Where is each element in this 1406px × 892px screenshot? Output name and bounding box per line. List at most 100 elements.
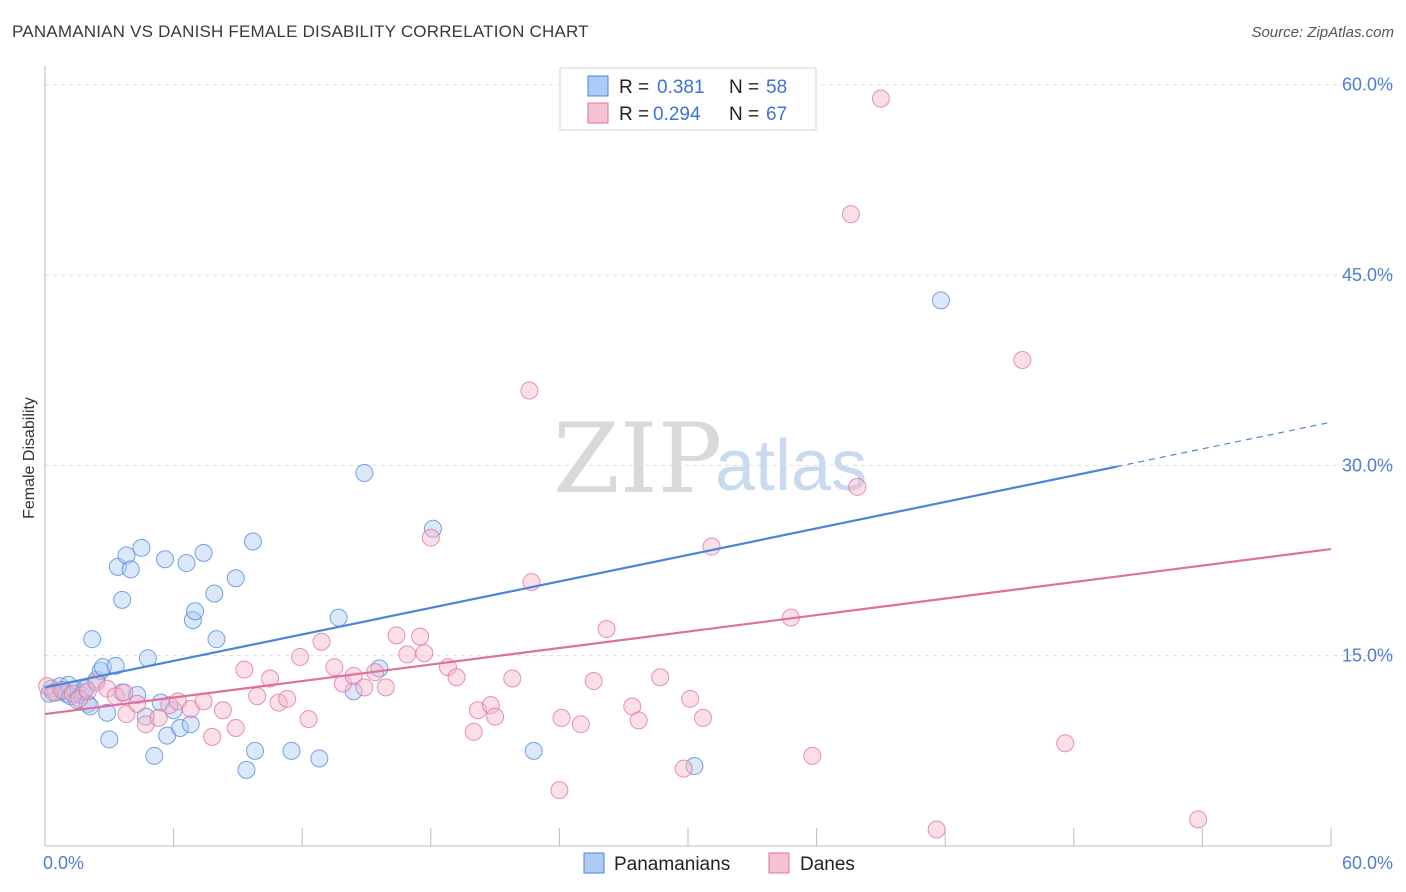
- point-danes-59: [694, 708, 713, 727]
- point-panamanians-17: [98, 703, 117, 722]
- legend-r-label-pink: R =: [619, 104, 649, 125]
- point-danes-45: [486, 707, 505, 726]
- point-panamanians-19: [106, 656, 125, 675]
- legend-n-label-pink: N =: [729, 104, 759, 125]
- point-danes-52: [584, 672, 603, 691]
- legend-n-label-blue: N =: [729, 77, 759, 98]
- point-panamanians-29: [145, 746, 164, 765]
- point-danes-50: [552, 708, 571, 727]
- point-panamanians-52: [423, 519, 442, 538]
- point-panamanians-42: [226, 569, 245, 588]
- trend-lines: [44, 421, 1332, 716]
- trend-line-panamanians: [44, 465, 1117, 689]
- point-danes-58: [681, 689, 700, 708]
- point-danes-56: [651, 668, 670, 687]
- point-danes-62: [803, 746, 822, 765]
- point-danes-66: [1013, 351, 1032, 370]
- point-panamanians-44: [243, 532, 262, 551]
- y-tick-label-30: 30.0%: [1342, 455, 1393, 475]
- point-panamanians-37: [183, 611, 202, 630]
- legend-r-label-blue: R =: [619, 77, 649, 98]
- point-panamanians-40: [205, 584, 224, 603]
- axes: [44, 66, 1332, 847]
- point-danes-37: [411, 627, 430, 646]
- point-panamanians-27: [136, 707, 155, 726]
- watermark: ZIP atlas: [553, 403, 867, 515]
- legend-box: R = 0.381 N = 58 R = 0.294 N = 67: [559, 67, 817, 131]
- point-danes-47: [520, 381, 539, 400]
- point-panamanians-41: [207, 630, 226, 649]
- point-danes-36: [398, 645, 417, 664]
- point-danes-57: [674, 759, 693, 778]
- point-panamanians-22: [113, 590, 132, 609]
- data-points: [38, 89, 1208, 839]
- point-panamanians-39: [194, 543, 213, 562]
- x-tick-label-0: 0.0%: [43, 853, 84, 873]
- point-danes-46: [503, 669, 522, 688]
- point-danes-49: [550, 781, 569, 800]
- point-danes-34: [376, 678, 395, 697]
- trend-line-danes: [44, 547, 1332, 716]
- point-danes-27: [299, 710, 318, 729]
- point-panamanians-31: [156, 550, 175, 569]
- point-danes-35: [387, 626, 406, 645]
- point-danes-68: [1189, 810, 1208, 829]
- point-danes-19: [213, 701, 232, 720]
- bottom-legend-swatch-danes: [768, 852, 790, 874]
- point-danes-14: [160, 696, 179, 715]
- x-tick-label-60: 60.0%: [1342, 853, 1393, 873]
- y-axis-label: Female Disability: [21, 397, 38, 519]
- point-danes-28: [312, 632, 331, 651]
- point-danes-26: [291, 647, 310, 666]
- y-tick-label-60: 60.0%: [1342, 75, 1393, 95]
- bottom-legend: Panamanians Danes: [583, 852, 855, 875]
- legend-swatch-blue: [587, 75, 609, 97]
- point-danes-64: [848, 477, 867, 496]
- point-danes-24: [269, 693, 288, 712]
- source-label: Source: ZipAtlas.com: [1251, 24, 1394, 41]
- point-danes-65: [927, 820, 946, 839]
- legend-n-value-blue: 58: [766, 77, 787, 98]
- point-danes-53: [597, 620, 616, 639]
- bottom-legend-label-danes: Danes: [800, 854, 855, 875]
- point-danes-38: [415, 644, 434, 663]
- point-danes-22: [248, 687, 267, 706]
- point-danes-13: [149, 708, 168, 727]
- chart-title: PANAMANIAN VS DANISH FEMALE DISABILITY C…: [12, 22, 589, 41]
- point-panamanians-43: [237, 760, 256, 779]
- point-danes-55: [629, 711, 648, 730]
- watermark-zip: ZIP: [553, 403, 722, 515]
- point-panamanians-46: [282, 741, 301, 760]
- point-panamanians-35: [177, 554, 196, 573]
- legend-r-value-pink: 0.294: [653, 104, 701, 125]
- point-danes-41: [447, 668, 466, 687]
- point-danes-21: [235, 660, 254, 679]
- trend-extension-panamanians: [1116, 421, 1332, 468]
- point-panamanians-18: [100, 730, 119, 749]
- legend-r-value-blue: 0.381: [657, 77, 705, 98]
- legend-swatch-pink: [587, 102, 609, 124]
- point-danes-32: [355, 678, 374, 697]
- point-danes-18: [203, 727, 222, 746]
- point-panamanians-23: [117, 546, 136, 565]
- y-tick-label-45: 45.0%: [1342, 265, 1393, 285]
- point-danes-23: [261, 669, 280, 688]
- point-panamanians-45: [246, 741, 265, 760]
- point-danes-42: [464, 722, 483, 741]
- point-danes-39: [421, 528, 440, 547]
- point-danes-63: [841, 205, 860, 224]
- point-danes-9: [115, 683, 134, 702]
- point-panamanians-34: [171, 718, 190, 737]
- point-panamanians-50: [355, 463, 374, 482]
- point-panamanians-36: [181, 715, 200, 734]
- point-danes-69: [871, 89, 890, 108]
- point-danes-67: [1056, 734, 1075, 753]
- point-panamanians-26: [132, 538, 151, 557]
- point-panamanians-54: [685, 757, 704, 776]
- point-danes-29: [325, 658, 344, 677]
- point-panamanians-13: [83, 630, 102, 649]
- bottom-legend-label-panamanians: Panamanians: [614, 854, 730, 875]
- y-tick-label-15: 15.0%: [1342, 646, 1393, 666]
- point-panamanians-24: [121, 560, 140, 579]
